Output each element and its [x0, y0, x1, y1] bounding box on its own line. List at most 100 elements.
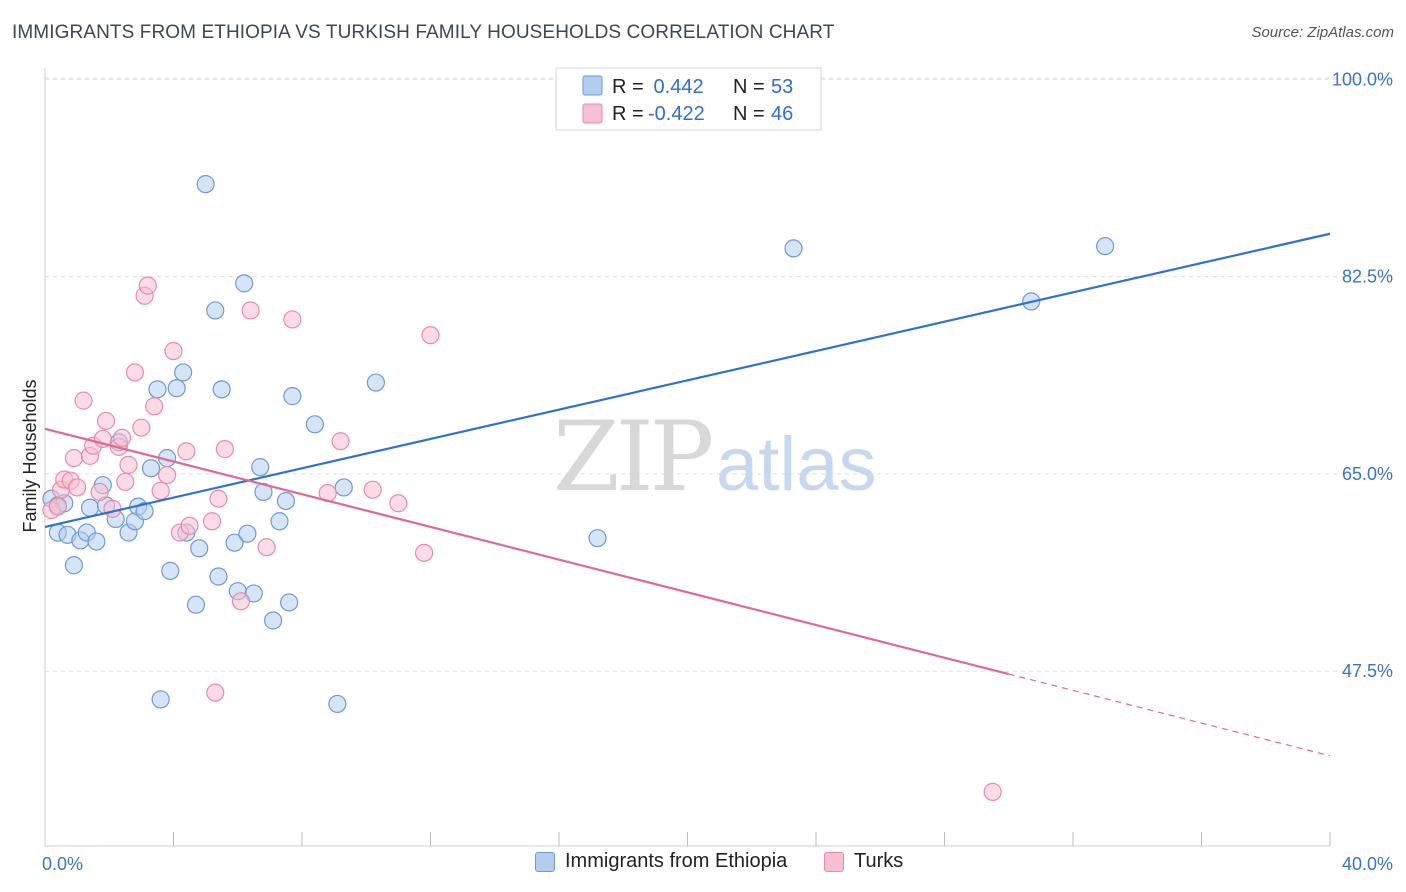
ethiopia-point	[64, 556, 84, 575]
turks-point	[202, 512, 222, 531]
legend-swatch-blue	[582, 75, 603, 96]
turks-point	[157, 465, 177, 485]
x-tick-label: 0.0%	[42, 854, 83, 874]
grid-lines	[45, 77, 1392, 672]
ethiopia-point	[209, 567, 228, 586]
watermark: ZIP atlas	[553, 401, 877, 513]
turks-point	[48, 497, 67, 516]
turks-point	[119, 455, 138, 474]
legend-n-label-1: N =	[733, 76, 765, 98]
legend-item-ethiopia: Immigrants from Ethiopia	[535, 850, 787, 873]
ethiopia-point	[190, 539, 209, 558]
turks-point	[151, 481, 170, 500]
y-tick-label: 82.5%	[1342, 267, 1393, 287]
x-tick-labels: 0.0% 40.0%	[42, 854, 1393, 874]
ethiopia-point	[366, 373, 385, 392]
ethiopia-point	[174, 363, 193, 382]
legend-item-turks: Turks	[824, 850, 903, 873]
ethiopia-point	[80, 498, 100, 517]
watermark-zip: ZIP	[553, 401, 712, 513]
legend-n-value-1: 53	[771, 76, 793, 98]
turks-point	[177, 442, 196, 461]
chart-title: IMMIGRANTS FROM ETHIOPIA VS TURKISH FAMI…	[12, 22, 835, 43]
ethiopia-point	[251, 458, 270, 477]
turks-point	[90, 482, 109, 502]
legend-r-value-2: -0.422	[648, 103, 705, 125]
turks-point	[215, 440, 234, 459]
ethiopia-point	[328, 694, 347, 714]
ethiopia-point	[167, 379, 186, 398]
turks-point	[231, 592, 251, 611]
ethiopia-point	[135, 502, 154, 521]
ethiopia-point	[235, 274, 254, 293]
legend-swatch-turks	[824, 851, 844, 872]
turks-trend-line	[44, 427, 1010, 676]
ethiopia-point	[238, 524, 257, 543]
turks-point	[241, 301, 260, 320]
ethiopia-point	[263, 611, 283, 630]
ethiopia-point	[206, 301, 225, 320]
legend-r-label-2: R =	[612, 103, 644, 125]
y-tick-label: 47.5%	[1342, 661, 1393, 681]
legend-n-value-2: 46	[771, 103, 793, 125]
turks-point	[96, 411, 116, 431]
ethiopia-point	[270, 512, 289, 531]
x-tick-label: 40.0%	[1342, 854, 1393, 874]
ethiopia-point	[1096, 237, 1115, 256]
legend-n-label-2: N =	[733, 103, 765, 125]
ethiopia-point	[186, 595, 206, 614]
source-credit: Source: ZipAtlas.com	[1251, 24, 1394, 41]
x-axis-ticks	[173, 832, 1331, 846]
legend-swatch-pink	[582, 103, 603, 124]
y-tick-label: 100.0%	[1332, 69, 1393, 89]
ethiopia-trend-line	[44, 232, 1331, 528]
turks-point	[68, 478, 87, 497]
turks-point	[164, 341, 183, 361]
turks-point	[132, 418, 151, 437]
ethiopia-point	[141, 459, 161, 478]
ethiopia-point	[784, 239, 803, 258]
ethiopia-point	[151, 690, 170, 709]
legend-swatch-ethiopia	[535, 851, 555, 872]
stats-legend: R = 0.442 N = 53 R = -0.422 N = 46	[555, 67, 822, 131]
turks-point	[983, 782, 1002, 801]
legend-r-label-1: R =	[612, 76, 644, 98]
turks-point	[209, 489, 228, 508]
turks-point	[389, 494, 408, 513]
series-legend: Immigrants from Ethiopia Turks	[0, 850, 1406, 880]
trend-lines	[44, 232, 1331, 757]
ethiopia-point	[212, 380, 231, 399]
turks-point	[421, 326, 440, 345]
ethiopia-point	[196, 175, 215, 194]
y-tick-label: 65.0%	[1342, 464, 1393, 484]
turks-point	[180, 516, 199, 535]
watermark-atlas: atlas	[716, 422, 877, 507]
ethiopia-point	[283, 387, 302, 406]
ethiopia-point	[87, 532, 106, 551]
y-tick-labels: 100.0% 82.5% 65.0% 47.5%	[1332, 69, 1393, 681]
ethiopia-point	[305, 415, 324, 434]
turks-point	[414, 543, 434, 562]
ethiopia-point	[161, 561, 180, 580]
turks-point	[145, 397, 164, 416]
ethiopia-point	[280, 593, 299, 612]
ethiopia-point	[334, 478, 353, 497]
turks-point	[363, 480, 382, 499]
ethiopia-point	[148, 380, 167, 399]
turks-point	[125, 363, 145, 382]
turks-point	[112, 428, 132, 447]
turks-point	[206, 683, 225, 702]
legend-r-value-1: 0.442	[648, 76, 704, 98]
y-axis-label: Family Households	[20, 379, 40, 532]
turks-point	[331, 432, 350, 451]
ethiopia-point	[276, 491, 296, 511]
turks-point	[116, 472, 135, 491]
legend-label-turks: Turks	[854, 850, 904, 872]
ethiopia-point	[225, 533, 244, 552]
legend-label-ethiopia: Immigrants from Ethiopia	[565, 850, 788, 872]
turks-point	[138, 276, 157, 295]
turks-point	[283, 310, 302, 329]
turks-point	[257, 538, 276, 557]
turks-point	[103, 499, 122, 518]
